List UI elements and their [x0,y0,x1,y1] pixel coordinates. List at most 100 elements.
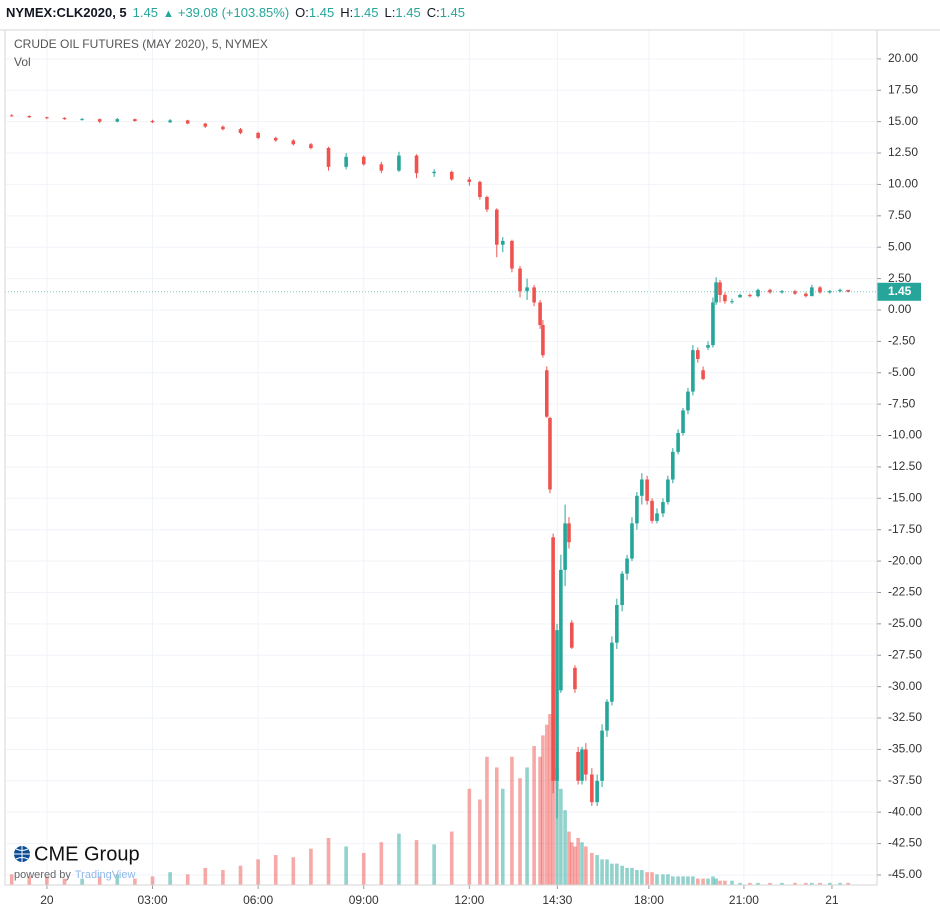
y-tick-label: 20.00 [888,51,918,65]
last-price-label: 1.45 [888,284,912,298]
volume-bar [62,878,67,885]
volume-bar [590,852,594,885]
candle-body [780,291,784,293]
change: +39.08 (+103.85%) [178,5,289,20]
y-tick-label: -2.50 [888,334,916,348]
candle-body [625,558,629,574]
ohlc-value: 1.45 [440,5,465,20]
candle-body [203,123,208,127]
logo: CME Group powered by TradingView [14,843,140,881]
axes-layer: 20.00 17.50 15.00 12.50 10.00 7.50 5.00 2.50 0.0… [5,51,922,907]
volume-bar [449,831,454,885]
candle-body [538,302,542,326]
ohlc-label: L: [385,5,396,20]
volume-bar [397,833,401,885]
volume-bar [780,882,784,885]
candle-body [494,209,499,245]
volume-bar [494,767,499,885]
volume-bar [525,767,529,885]
x-tick-label: 18:00 [634,893,664,907]
volume-bar [80,878,84,885]
candle-body [706,345,710,348]
grid [5,30,877,885]
volume-bar [804,882,808,885]
y-tick-label: -30.00 [888,679,922,693]
candle-body [838,289,842,292]
volume-bar [559,788,563,885]
volume-bar [27,876,32,885]
volume-bar [485,756,489,885]
volume-bar [655,874,659,885]
candle-body [62,117,67,120]
ohlc-value: 1.45 [309,5,334,20]
volume-bar [635,870,639,885]
candle-body [701,370,705,380]
candle-body [600,730,604,781]
candle-body [97,119,102,122]
volume-layer [9,671,850,885]
volume-bar [185,874,190,885]
x-tick-label: 06:00 [243,893,273,907]
symbol: NYMEX:CLK2020, 5 [6,5,127,20]
candle-body [686,391,690,411]
y-tick-label: -7.50 [888,396,916,410]
volume-bar [115,874,120,885]
candle-body [650,500,654,521]
y-tick-label: -40.00 [888,804,922,818]
volume-bar [361,852,366,885]
candle-body [309,144,313,149]
candle-body [580,749,584,781]
volume-bar [730,880,734,885]
logo-text: CME Group [34,843,140,865]
candle-body [133,119,137,122]
candle-body [615,605,619,643]
candle-body [485,196,489,210]
candle-body [748,294,752,297]
arrow: ▲ [163,8,174,20]
y-tick-label: -15.00 [888,490,922,504]
volume-bar [478,799,482,885]
volume-bar [326,837,331,885]
volume-bar [573,846,577,885]
candle-body [45,117,49,119]
candle-body [326,148,331,167]
candle-body [756,289,760,297]
candle-body [379,164,384,171]
candle-body [818,287,822,293]
candle-body [738,294,742,298]
volume-bar [238,865,243,885]
volume-bar [756,882,760,885]
volume-bar [723,880,727,885]
candle-body [793,291,797,294]
candle-body [548,417,552,490]
x-tick-label: 20 [40,893,54,907]
y-tick-label: -42.50 [888,836,922,850]
volume-label: Vol [14,55,31,69]
volume-bar [9,874,14,885]
volume-bar [432,844,436,885]
y-tick-label: -22.50 [888,585,922,599]
volume-bar [541,735,545,885]
candle-body [605,701,609,731]
x-tick-label: 14:30 [542,893,572,907]
volume-bar [584,846,588,885]
candle-body [810,287,814,297]
volume-bar [555,767,559,885]
candle-body [344,156,348,167]
candle-body [630,523,634,559]
volume-bar [605,859,609,885]
candle-body [185,120,190,124]
volume-bar [467,788,472,885]
plot-border [4,29,878,886]
volume-bar [576,837,580,885]
volume-bar [203,867,208,885]
volume-bar [748,882,752,885]
volume-bar [600,859,604,885]
candle-body [397,155,401,171]
volume-bar [569,842,574,885]
candle-body [666,479,670,503]
y-tick-label: -17.50 [888,522,922,536]
powered-by: powered by TradingView [14,869,135,881]
candle-body [467,179,472,182]
candle-body [544,370,549,417]
